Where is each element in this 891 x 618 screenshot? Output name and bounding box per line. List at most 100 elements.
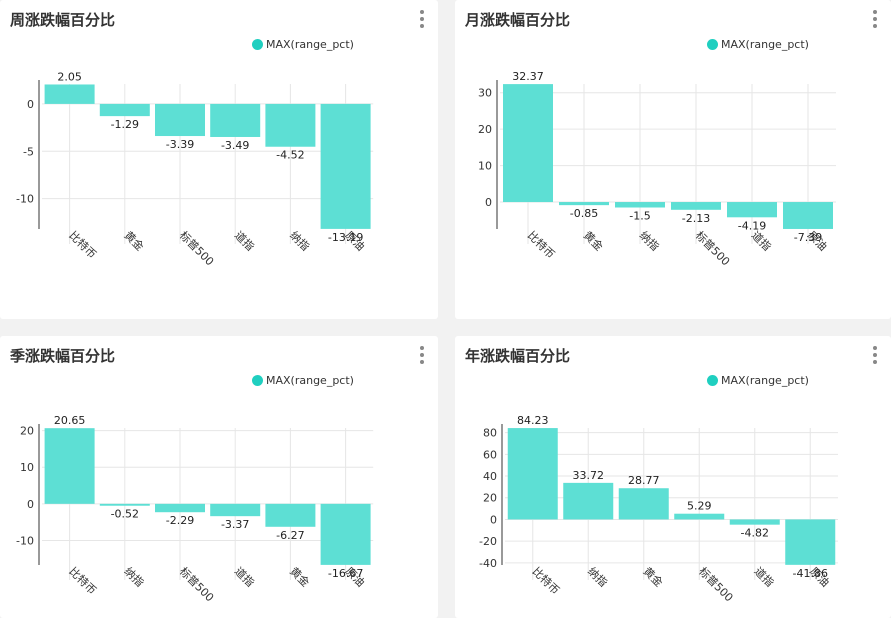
chart-panel-monthly: 月涨跌幅百分比 MAX(range_pct) 30 20 10 0 32.37 比特币 -0… [455, 0, 891, 319]
data-label: -0.85 [570, 207, 598, 220]
y-tick-label: 10 [478, 160, 492, 173]
y-tick-label: 0 [485, 196, 492, 209]
x-tick-label: 标普500 [696, 564, 736, 604]
more-options-icon[interactable] [872, 346, 878, 364]
data-label: -1.5 [629, 210, 650, 223]
legend-label: MAX(range_pct) [266, 38, 354, 51]
data-label: 84.23 [517, 414, 549, 427]
chart-legend[interactable]: MAX(range_pct) [252, 38, 354, 51]
y-tick-label: 80 [483, 427, 497, 440]
data-label: -2.29 [166, 514, 194, 527]
data-label: 28.77 [628, 474, 660, 487]
x-tick-label: 黄金 [122, 228, 147, 253]
bar [727, 202, 777, 218]
data-label: 2.05 [57, 70, 82, 83]
chart-legend[interactable]: MAX(range_pct) [707, 38, 809, 51]
data-label: 33.72 [573, 469, 605, 482]
x-tick-label: 纳指 [287, 228, 312, 253]
legend-label: MAX(range_pct) [266, 374, 354, 387]
bar [559, 202, 609, 206]
bar [155, 103, 205, 137]
y-tick-label: 20 [20, 425, 34, 438]
bar [155, 503, 205, 513]
x-tick-label: 道指 [232, 228, 257, 253]
panel-title: 季涨跌幅百分比 [10, 347, 116, 365]
bar [729, 519, 780, 525]
y-tick-label: -10 [16, 534, 34, 547]
bar [503, 84, 553, 203]
bar [99, 503, 150, 506]
x-tick-label: 黄金 [287, 564, 312, 589]
data-label: -4.19 [738, 219, 766, 232]
bar [265, 103, 316, 147]
bar [785, 519, 836, 565]
y-tick-label: -10 [16, 193, 34, 206]
x-tick-label: 道指 [751, 564, 776, 589]
bar [99, 103, 150, 117]
data-label: -4.82 [741, 527, 769, 540]
data-label: 20.65 [54, 414, 86, 427]
data-label: -13.19 [328, 231, 363, 244]
y-tick-label: 20 [478, 123, 492, 136]
legend-dot-icon [707, 375, 718, 386]
x-tick-label: 比特币 [529, 564, 562, 597]
data-label: -7.39 [794, 231, 822, 244]
bar-chart: 30 20 10 0 32.37 比特币 -0.85 黄金 -1.5 纳指 -2.13 标普500 -4… [478, 70, 836, 268]
legend-dot-icon [707, 39, 718, 50]
chart-legend[interactable]: MAX(range_pct) [707, 374, 809, 387]
bar [563, 482, 614, 520]
y-tick-label: 60 [483, 448, 497, 461]
chart-legend[interactable]: MAX(range_pct) [252, 374, 354, 387]
bar [320, 503, 371, 565]
data-label: -41.86 [793, 567, 828, 580]
bar-chart: 80 60 40 20 0 -20 -40 84.23 比特币 33.72 纳指 28.77 黄金 5.2… [479, 414, 838, 604]
bar [44, 428, 95, 504]
more-options-icon[interactable] [419, 10, 425, 28]
bar [265, 503, 316, 527]
panel-title: 月涨跌幅百分比 [465, 11, 571, 29]
data-label: -1.29 [111, 118, 139, 131]
x-tick-label: 黄金 [640, 564, 665, 589]
panel-title: 周涨跌幅百分比 [10, 11, 116, 29]
x-tick-label: 比特币 [66, 564, 99, 597]
bar [783, 202, 833, 229]
legend-dot-icon [252, 375, 263, 386]
data-label: -6.27 [276, 529, 304, 542]
bar [618, 488, 669, 520]
bar [210, 103, 261, 137]
bar [671, 202, 721, 210]
x-tick-label: 标普500 [177, 564, 217, 604]
data-label: 5.29 [687, 500, 712, 513]
y-tick-label: 10 [20, 461, 34, 474]
x-tick-label: 标普500 [177, 228, 217, 268]
bar [44, 84, 95, 104]
bar [507, 428, 558, 520]
y-tick-label: -40 [479, 557, 497, 570]
x-tick-label: 标普500 [693, 228, 733, 268]
x-tick-label: 纳指 [122, 564, 147, 589]
y-tick-label: 0 [27, 98, 34, 111]
x-tick-label: 道指 [232, 564, 257, 589]
bar [210, 503, 261, 517]
y-tick-label: 0 [490, 513, 497, 526]
data-label: -16.67 [328, 567, 363, 580]
panel-title: 年涨跌幅百分比 [465, 347, 571, 365]
y-tick-label: -5 [23, 145, 34, 158]
x-tick-label: 比特币 [66, 228, 99, 261]
x-tick-label: 比特币 [525, 228, 558, 261]
y-tick-label: 40 [483, 470, 497, 483]
bar [615, 202, 665, 208]
y-tick-label: 30 [478, 87, 492, 100]
legend-dot-icon [252, 39, 263, 50]
chart-panel-weekly: 周涨跌幅百分比 MAX(range_pct) 0 -5 -10 2.05 比特币 -1.2… [0, 0, 438, 319]
more-options-icon[interactable] [419, 346, 425, 364]
data-label: 32.37 [512, 70, 544, 83]
legend-label: MAX(range_pct) [721, 374, 809, 387]
y-tick-label: 0 [27, 498, 34, 511]
data-label: -0.52 [111, 508, 139, 521]
y-tick-label: 20 [483, 492, 497, 505]
more-options-icon[interactable] [872, 10, 878, 28]
x-tick-label: 纳指 [637, 228, 662, 253]
bar [674, 513, 725, 520]
data-label: -2.13 [682, 212, 710, 225]
